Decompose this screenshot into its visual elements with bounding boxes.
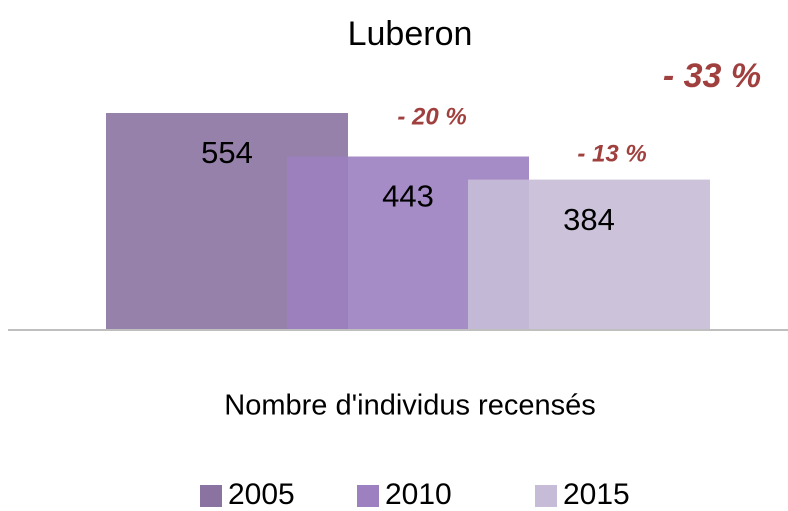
- legend-label: 2015: [563, 478, 630, 511]
- bar: [468, 179, 710, 330]
- legend-swatch: [357, 485, 379, 507]
- legend-label: 2010: [385, 478, 452, 511]
- legend-swatch: [200, 485, 222, 507]
- legend-label: 2005: [228, 478, 295, 511]
- x-axis-label: Nombre d'individus recensés: [224, 390, 595, 422]
- value-label: 443: [382, 179, 434, 214]
- annotation: - 33 %: [663, 57, 761, 95]
- value-label: 384: [563, 202, 615, 237]
- annotation: - 20 %: [397, 103, 466, 130]
- chart-title: Luberon: [348, 15, 473, 53]
- annotation: - 13 %: [577, 140, 646, 167]
- value-label: 554: [201, 135, 253, 170]
- legend-swatch: [535, 485, 557, 507]
